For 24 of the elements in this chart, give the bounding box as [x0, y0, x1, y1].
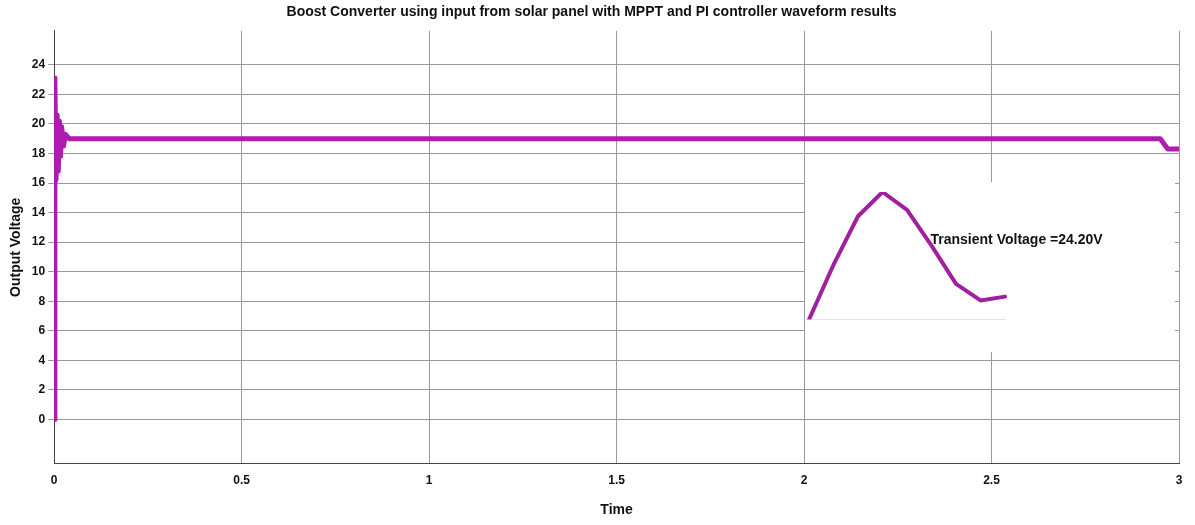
y-tick-label: 8: [38, 293, 46, 308]
y-tick-label: 18: [31, 145, 46, 160]
y-tick-label: 14: [31, 204, 46, 219]
y-tick-label: 4: [38, 352, 46, 367]
y-tick-label: 10: [31, 264, 46, 278]
y-tick-label: 20: [31, 116, 46, 131]
x-tick-label: 1.5: [608, 473, 626, 488]
y-axis-title: Output Voltage: [7, 197, 24, 297]
chart-title: Boost Converter using input from solar panel with MPPT and PI controller waveform results: [286, 3, 897, 20]
y-tick-label: 2: [38, 382, 46, 397]
y-tick-label: 24: [31, 57, 46, 72]
y-tick-label: 0: [38, 411, 46, 426]
x-tick-label: 1: [425, 473, 433, 488]
x-tick-label: 0.5: [233, 473, 251, 488]
x-tick-label: 3: [1175, 473, 1183, 488]
x-tick-label: 0: [50, 473, 58, 488]
x-tick-label: 2.5: [983, 473, 1001, 488]
x-tick-label: 2: [800, 473, 808, 488]
x-axis-title: Time: [600, 501, 633, 518]
y-tick-label: 22: [31, 86, 46, 101]
y-tick-label: 16: [31, 175, 46, 190]
y-tick-label: 6: [38, 323, 46, 338]
annotation: Transient Voltage =24.20V: [930, 231, 1104, 248]
y-tick-label: 12: [31, 234, 46, 249]
